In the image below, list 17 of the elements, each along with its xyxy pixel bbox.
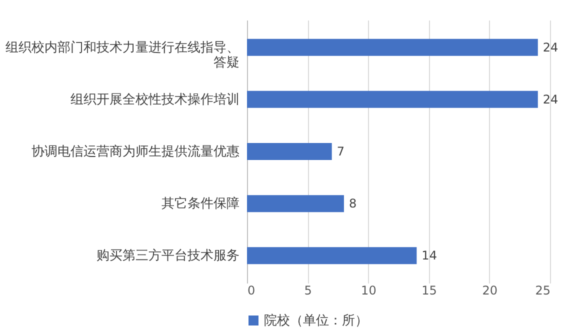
y-tick-label: 组织开展全校性技术操作培训 (70, 92, 240, 108)
data-label: 8 (348, 196, 357, 211)
data-label: 24 (542, 40, 558, 54)
x-tick-label: 5 (304, 284, 312, 298)
data-label: 14 (422, 248, 437, 263)
legend-label: 院校（单位：所） (264, 314, 368, 328)
x-tick-label: 20 (482, 284, 498, 298)
y-tick-label: 协调电信运营商为师生提供流量优惠 (32, 144, 240, 160)
x-tick-label: 0 (248, 284, 256, 298)
x-tick-label: 10 (361, 284, 376, 298)
x-tick-label: 15 (422, 284, 437, 298)
data-label: 7 (336, 144, 344, 158)
y-tick-label: 购买第三方平台技术服务 (96, 248, 240, 264)
data-label: 24 (542, 92, 558, 106)
y-tick-label: 其它条件保障 (162, 196, 240, 212)
y-tick-label: 组织校内部门和技术力量进行在线指导、答疑 (6, 39, 240, 70)
x-tick-label: 25 (535, 284, 550, 298)
